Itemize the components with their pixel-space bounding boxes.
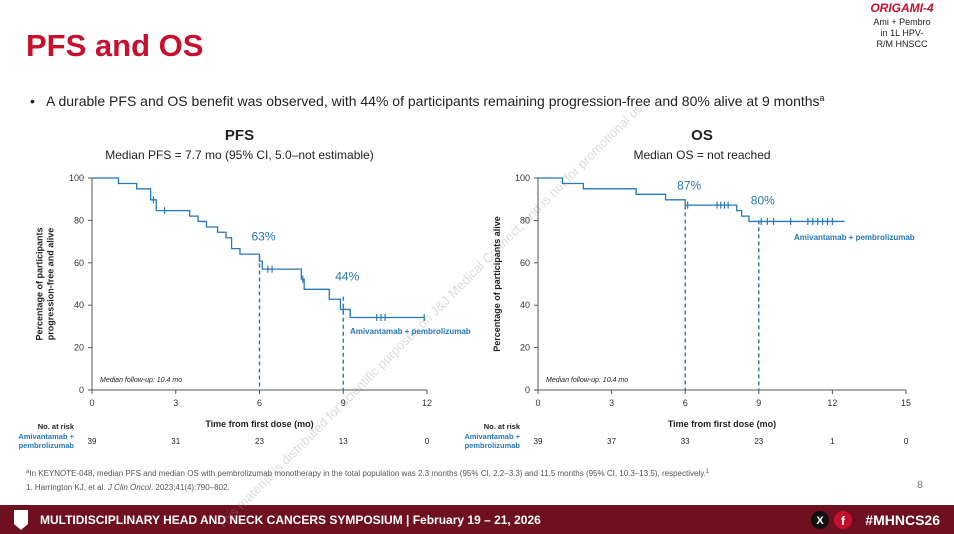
- reference-journal: J Clin Oncol: [107, 483, 151, 492]
- annotation-label: 44%: [335, 270, 359, 284]
- risk-value: 23: [754, 437, 763, 446]
- follow-up-note: Median follow-up: 10.4 mo: [100, 377, 182, 384]
- x-tick-label: 6: [257, 398, 262, 408]
- page-number: 8: [917, 480, 923, 491]
- y-tick-label: 100: [515, 173, 530, 183]
- reference-rest: . 2023;41(4):790–802.: [151, 483, 230, 492]
- bullet-text: A durable PFS and OS benefit was observe…: [46, 93, 820, 109]
- reference: 1. Harrington KJ, et al.: [26, 483, 108, 492]
- facebook-icon: [834, 511, 852, 529]
- risk-value: 31: [171, 437, 180, 446]
- risk-value: 1: [830, 437, 835, 446]
- x-tick-label: 12: [827, 398, 837, 408]
- y-tick-label: 80: [520, 215, 530, 225]
- footnote-ref: 1: [706, 469, 710, 475]
- risk-label: pembrolizumab: [465, 441, 521, 450]
- y-tick-label: 0: [525, 385, 530, 395]
- risk-value: 37: [607, 437, 616, 446]
- risk-label: pembrolizumab: [19, 441, 75, 450]
- x-tick-label: 3: [609, 398, 614, 408]
- x-axis-label: Time from first dose (mo): [668, 419, 776, 429]
- risk-title: No. at risk: [38, 422, 75, 431]
- chart-title: PFS: [225, 127, 254, 144]
- y-tick-label: 40: [520, 300, 530, 310]
- x-axis-label: Time from first dose (mo): [205, 419, 313, 429]
- x-tick-label: 6: [683, 398, 688, 408]
- badge-line: Ami + Pembro: [873, 17, 930, 27]
- annotation-label: 87%: [677, 179, 701, 193]
- risk-value: 33: [681, 437, 690, 446]
- risk-value: 23: [255, 437, 264, 446]
- risk-value: 39: [534, 437, 543, 446]
- risk-value: 39: [88, 437, 97, 446]
- follow-up-note: Median follow-up: 10.4 mo: [546, 377, 628, 384]
- footnote: 1. Harrington KJ, et al. J Clin Oncol. 2…: [26, 483, 230, 492]
- x-tick-label: 9: [341, 398, 346, 408]
- x-icon: [811, 511, 829, 529]
- x-icon-glyph: X: [816, 515, 824, 527]
- y-axis-label: Percentage of participants: [35, 227, 45, 340]
- badge-line: in 1L HPV-: [881, 28, 924, 38]
- risk-title: No. at risk: [484, 422, 521, 431]
- series-label: Amivantamab + pembrolizumab: [350, 327, 471, 336]
- risk-label: Amivantamab +: [18, 432, 74, 441]
- km-curve: [92, 177, 425, 319]
- badge-line: R/M HNSCC: [877, 39, 928, 49]
- x-tick-label: 0: [89, 398, 94, 408]
- bullet-sup: a: [820, 93, 825, 103]
- x-tick-label: 0: [535, 398, 540, 408]
- y-axis-label: Percentage of participants alive: [492, 216, 502, 352]
- risk-value: 13: [339, 437, 348, 446]
- slide-title: PFS and OS: [26, 28, 203, 63]
- chart-subtitle: Median PFS = 7.7 mo (95% CI, 5.0–not est…: [105, 148, 373, 162]
- chart-title: OS: [691, 127, 713, 144]
- y-tick-label: 20: [520, 343, 530, 353]
- risk-label: Amivantamab +: [464, 432, 520, 441]
- y-tick-label: 60: [520, 258, 530, 268]
- risk-value: 0: [904, 437, 909, 446]
- x-tick-label: 15: [901, 398, 911, 408]
- y-tick-label: 0: [79, 385, 84, 395]
- y-tick-label: 60: [74, 258, 84, 268]
- hashtag: #MHNCS26: [865, 512, 940, 528]
- risk-value: 0: [425, 437, 430, 446]
- x-tick-label: 3: [173, 398, 178, 408]
- footer-logo: [14, 510, 28, 530]
- bullet: A durable PFS and OS benefit was observe…: [46, 93, 825, 109]
- footnote-sup: a: [26, 469, 30, 475]
- y-tick-label: 100: [69, 173, 84, 183]
- y-tick-label: 80: [74, 215, 84, 225]
- chart-subtitle: Median OS = not reached: [633, 148, 770, 162]
- x-tick-label: 9: [756, 398, 761, 408]
- footnote: aIn KEYNOTE-048, median PFS and median O…: [26, 469, 710, 478]
- y-tick-label: 40: [74, 300, 84, 310]
- series-label: Amivantamab + pembrolizumab: [794, 233, 915, 242]
- logo: ORIGAMI-4: [870, 1, 934, 15]
- facebook-icon-glyph: f: [841, 514, 846, 528]
- footnote-text: In KEYNOTE-048, median PFS and median OS…: [29, 469, 706, 478]
- y-axis-label: progression-free and alive: [46, 228, 56, 341]
- annotation-label: 80%: [751, 193, 775, 207]
- x-tick-label: 12: [422, 398, 432, 408]
- bullet-dot: •: [30, 93, 35, 109]
- annotation-label: 63%: [251, 229, 275, 243]
- footer-bar: [0, 505, 954, 534]
- y-tick-label: 20: [74, 343, 84, 353]
- footer-text: MULTIDISCIPLINARY HEAD AND NECK CANCERS …: [40, 513, 541, 527]
- km-curve: [538, 177, 845, 223]
